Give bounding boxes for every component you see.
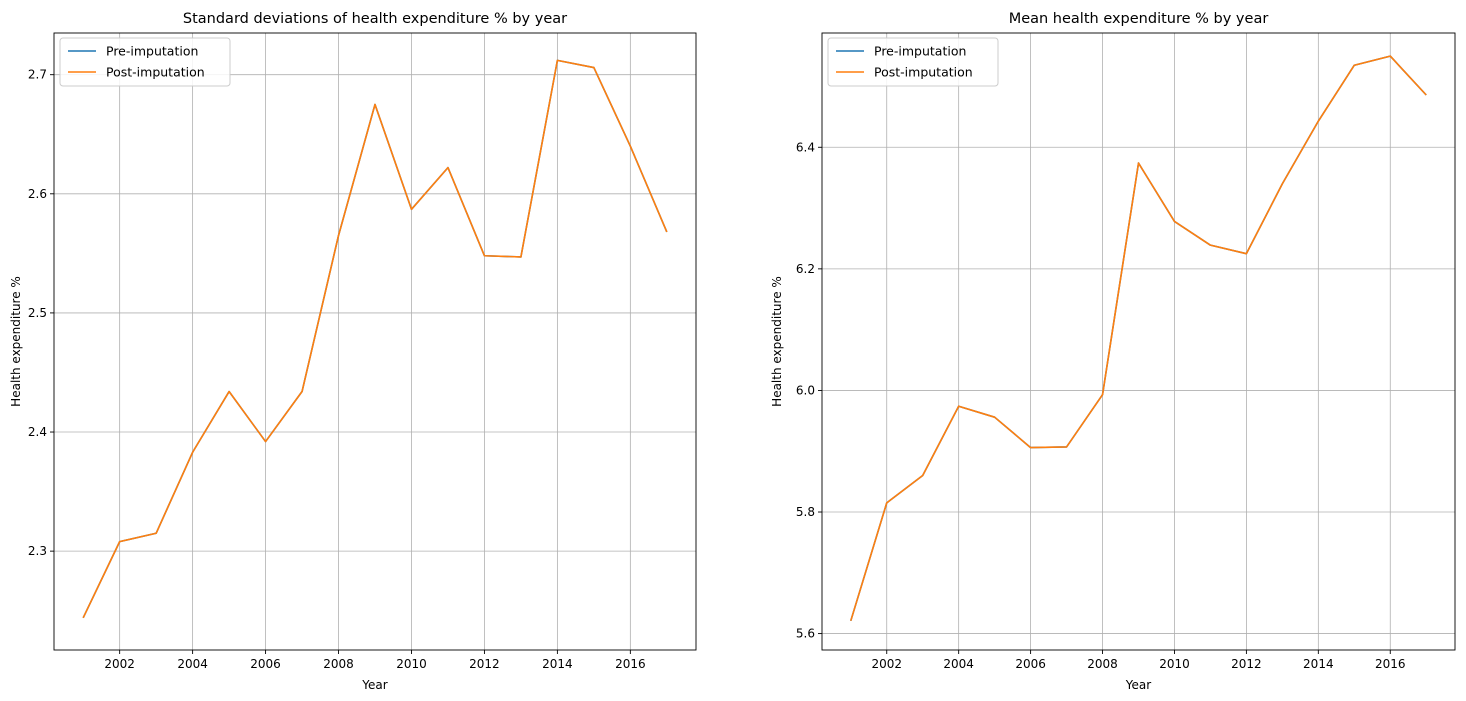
x-tick-label: 2014 [542, 657, 573, 671]
x-tick-label: 2006 [250, 657, 281, 671]
x-tick-label: 2016 [615, 657, 646, 671]
x-axis-label: Year [361, 678, 387, 692]
chart-title: Mean health expenditure % by year [1009, 11, 1269, 27]
x-tick-label: 2008 [1087, 657, 1118, 671]
series-line-pre-imputation [82, 59, 668, 619]
legend-label: Post-imputation [106, 65, 205, 80]
y-tick-label: 5.6 [796, 627, 815, 641]
x-tick-label: 2014 [1303, 657, 1334, 671]
y-tick-label: 6.4 [796, 140, 815, 154]
y-tick-label: 2.3 [28, 544, 47, 558]
x-tick-label: 2010 [396, 657, 427, 671]
legend: Pre-imputation Post-imputation [59, 37, 231, 87]
legend-box [827, 37, 999, 87]
series-line-pre-imputation [850, 55, 1427, 622]
y-tick-label: 2.5 [28, 306, 47, 320]
x-tick-label: 2004 [177, 657, 208, 671]
x-tick-label: 2002 [871, 657, 902, 671]
x-tick-label: 2002 [104, 657, 135, 671]
legend: Pre-imputation Post-imputation [827, 37, 999, 87]
chart-title: Standard deviations of health expenditur… [183, 11, 567, 27]
x-tick-label: 2008 [323, 657, 354, 671]
y-tick-label: 6.0 [796, 383, 815, 397]
legend-label: Pre-imputation [874, 44, 966, 59]
x-tick-label: 2004 [943, 657, 974, 671]
legend-box [59, 37, 231, 87]
chart-panel-2: 2002 2004 2006 2008 2010 2012 2014 2016 5.6 5.8 6.… [770, 11, 1456, 692]
y-tick-label: 2.7 [28, 68, 47, 82]
legend-label: Pre-imputation [106, 44, 198, 59]
plot-frame [821, 32, 1456, 651]
y-tick-label: 5.8 [796, 505, 815, 519]
y-tick-label: 6.2 [796, 262, 815, 276]
y-axis-label: Health expenditure % [770, 276, 784, 407]
legend-label: Post-imputation [874, 65, 973, 80]
series-line-post-imputation [850, 55, 1427, 622]
x-axis-label: Year [1125, 678, 1151, 692]
series-line-post-imputation [82, 59, 668, 619]
y-tick-label: 2.6 [28, 187, 47, 201]
x-tick-label: 2012 [1231, 657, 1262, 671]
y-axis-label: Health expenditure % [9, 276, 23, 407]
x-tick-label: 2016 [1375, 657, 1406, 671]
x-tick-label: 2006 [1015, 657, 1046, 671]
chart-panel-1: 2002 2004 2006 2008 2010 2012 2014 2016 2.3 2.4 2.… [9, 11, 697, 692]
plot-frame [53, 32, 697, 651]
x-tick-label: 2012 [469, 657, 500, 671]
y-tick-label: 2.4 [28, 425, 47, 439]
x-tick-label: 2010 [1159, 657, 1190, 671]
